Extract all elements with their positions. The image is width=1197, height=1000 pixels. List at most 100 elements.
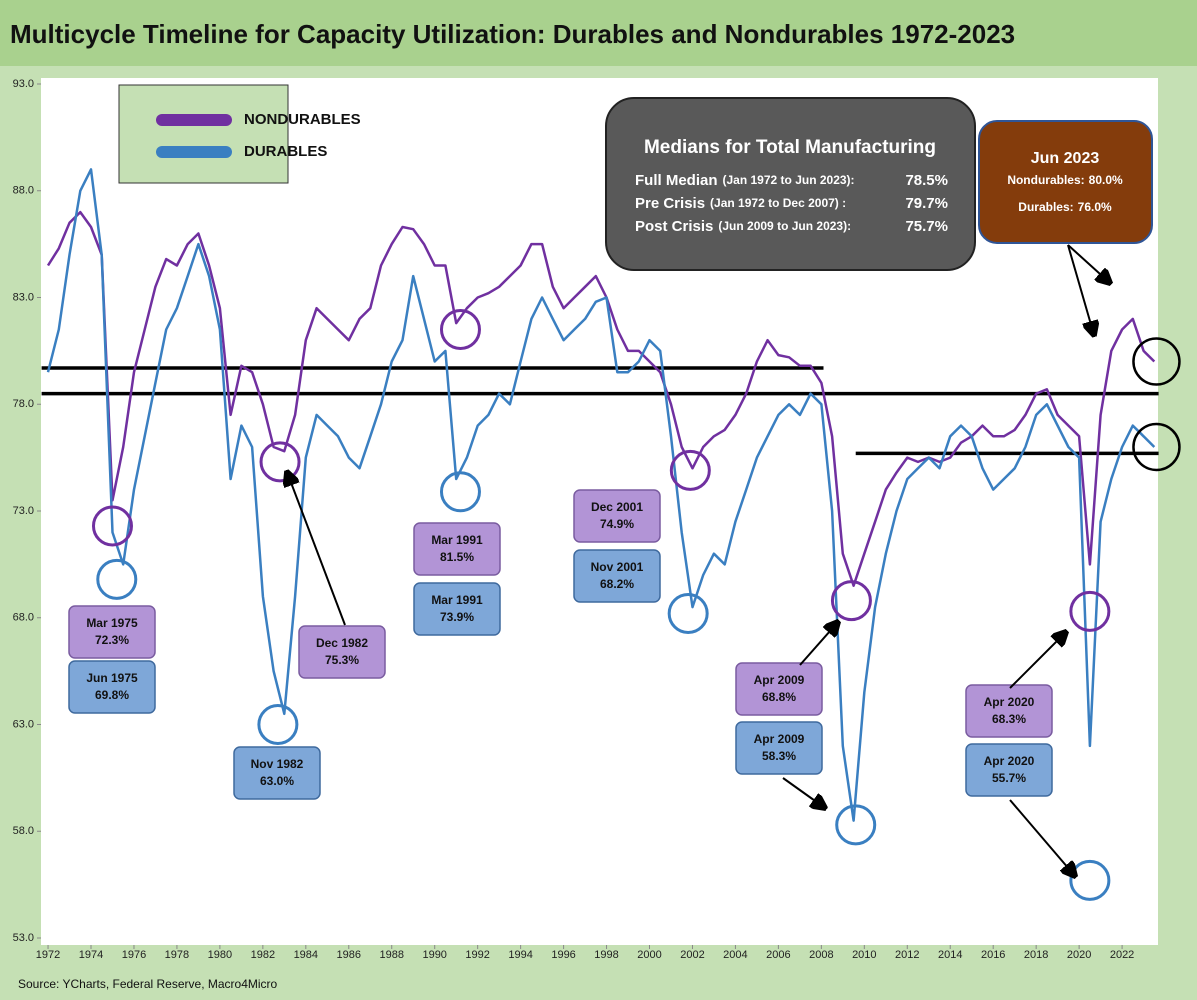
x-tick-label: 1972 <box>36 949 60 961</box>
annotation-circle <box>835 804 877 846</box>
median-row: Pre Crisis (Jan 1972 to Dec 2007) : <box>635 195 846 212</box>
latest-row: Nondurables: 80.0% <box>1007 173 1123 187</box>
x-tick-label: 2016 <box>981 949 1005 961</box>
annotation-circle <box>439 471 481 513</box>
annotation-value: 55.7% <box>992 771 1026 785</box>
median-value: 78.5% <box>905 172 948 189</box>
latest-label: Nondurables: <box>1007 173 1084 187</box>
legend-label: DURABLES <box>244 143 327 160</box>
arrow <box>799 622 838 666</box>
annotation-circle <box>257 704 299 745</box>
y-tick-label: 93.0 <box>13 78 34 90</box>
y-tick-label: 58.0 <box>13 825 34 837</box>
x-tick-label: 1988 <box>379 949 403 961</box>
x-tick-label: 1986 <box>337 949 361 961</box>
x-tick-label: 1982 <box>251 949 275 961</box>
legend-box <box>118 84 289 184</box>
y-tick-label: 53.0 <box>13 932 34 944</box>
median-label: Pre Crisis <box>635 195 705 212</box>
annotation-box <box>413 522 501 576</box>
x-tick-label: 1984 <box>294 949 318 961</box>
latest-row: Durables: 76.0% <box>1018 200 1112 214</box>
x-tick-label: 2014 <box>938 949 962 961</box>
annotation-value: 68.8% <box>762 690 796 704</box>
title-bar <box>0 0 1197 66</box>
chart-title: Multicycle Timeline for Capacity Utiliza… <box>10 19 1015 49</box>
y-tick-label: 63.0 <box>13 718 34 730</box>
annotation-box <box>573 489 661 543</box>
arrow <box>782 777 825 808</box>
annotation-value: 58.3% <box>762 749 796 763</box>
annotation-title: Nov 2001 <box>591 560 644 574</box>
annotation-title: Mar 1991 <box>431 533 483 547</box>
median-value: 75.7% <box>905 218 948 235</box>
annotation-box <box>965 743 1053 797</box>
annotation-value: 72.3% <box>95 633 129 647</box>
x-tick-label: 2002 <box>680 949 704 961</box>
y-tick-label: 73.0 <box>13 505 34 517</box>
arrow <box>1009 632 1066 689</box>
annotation-title: Dec 2001 <box>591 500 643 514</box>
annotation-title: Dec 1982 <box>316 636 368 650</box>
x-tick-label: 2004 <box>723 949 747 961</box>
x-tick-label: 1996 <box>551 949 575 961</box>
annotation-box <box>413 582 501 636</box>
y-tick-label: 68.0 <box>13 612 34 624</box>
x-tick-label: 1994 <box>508 949 532 961</box>
annotation-value: 74.9% <box>600 517 634 531</box>
x-tick-label: 2022 <box>1110 949 1134 961</box>
x-tick-label: 1980 <box>208 949 232 961</box>
y-tick-label: 78.0 <box>13 398 34 410</box>
arrow <box>287 472 346 626</box>
annotation-circle <box>1069 590 1111 632</box>
medians-box <box>605 97 976 271</box>
annotation-box <box>68 605 156 659</box>
annotation-title: Jun 1975 <box>86 671 138 685</box>
legend-label: NONDURABLES <box>244 111 361 128</box>
annotation-box <box>735 662 823 716</box>
annotation-title: Apr 2009 <box>754 673 805 687</box>
x-tick-label: 1992 <box>465 949 489 961</box>
annotation-box <box>965 684 1053 738</box>
annotation-circle <box>667 592 709 634</box>
median-range: (Jan 1972 to Dec 2007) : <box>710 196 846 210</box>
x-tick-label: 2006 <box>766 949 790 961</box>
arrow <box>1067 244 1110 283</box>
annotation-title: Nov 1982 <box>251 757 304 771</box>
latest-value: 76.0% <box>1078 200 1112 214</box>
annotation-circle <box>830 580 872 622</box>
x-tick-label: 1978 <box>165 949 189 961</box>
arrow <box>1009 799 1075 876</box>
annotation-title: Apr 2020 <box>984 754 1035 768</box>
annotation-title: Apr 2009 <box>754 732 805 746</box>
annotation-circle <box>259 441 301 483</box>
x-tick-label: 2008 <box>809 949 833 961</box>
y-tick-label: 83.0 <box>13 291 34 303</box>
y-tick-label: 88.0 <box>13 185 34 197</box>
series-line <box>46 210 1156 587</box>
x-tick-label: 2018 <box>1024 949 1048 961</box>
median-value: 79.7% <box>905 195 948 212</box>
annotation-value: 75.3% <box>325 653 359 667</box>
latest-title: Jun 2023 <box>1031 150 1100 167</box>
latest-circle <box>1132 422 1181 472</box>
x-tick-label: 2020 <box>1067 949 1091 961</box>
annotation-circle <box>96 558 138 600</box>
annotation-title: Mar 1991 <box>431 593 483 607</box>
annotation-value: 69.8% <box>95 688 129 702</box>
annotation-value: 68.3% <box>992 712 1026 726</box>
x-tick-label: 1990 <box>422 949 446 961</box>
x-tick-label: 1974 <box>79 949 103 961</box>
annotation-box <box>233 746 321 800</box>
median-row: Full Median (Jan 1972 to Jun 2023): <box>635 172 855 189</box>
x-tick-label: 2000 <box>637 949 661 961</box>
annotation-box <box>735 721 823 775</box>
annotation-circle <box>439 309 481 351</box>
x-tick-label: 1998 <box>594 949 618 961</box>
annotation-title: Mar 1975 <box>86 616 138 630</box>
annotation-value: 63.0% <box>260 774 294 788</box>
annotation-circle <box>669 449 711 491</box>
annotation-box <box>298 625 386 679</box>
source: Source: YCharts, Federal Reserve, Macro4… <box>18 977 278 991</box>
